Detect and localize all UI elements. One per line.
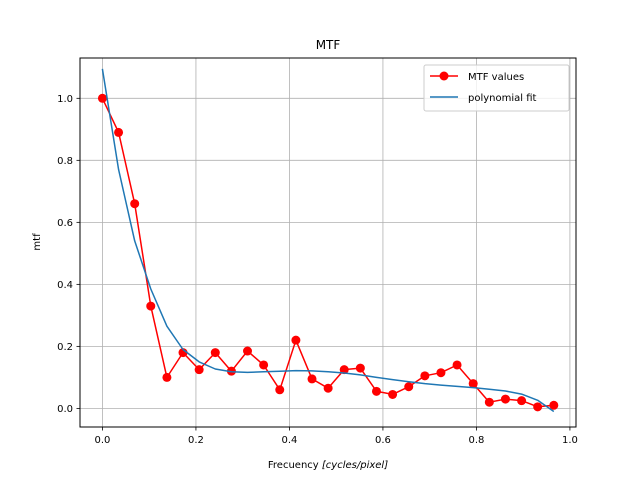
data-point-mtf-values	[97, 93, 107, 103]
y-tick-label: 0.6	[57, 218, 73, 229]
legend: MTF values polynomial fit	[423, 64, 570, 112]
x-tick-label: 0.8	[468, 435, 484, 446]
data-point-mtf-values	[291, 335, 301, 345]
data-point-mtf-values	[468, 379, 478, 389]
data-point-mtf-values	[404, 382, 414, 392]
data-point-mtf-values	[420, 371, 430, 381]
data-point-mtf-values	[339, 365, 349, 375]
y-tick-label: 1.0	[57, 94, 73, 105]
y-axis-ticks: 0.0 0.2 0.4 0.6 0.8 1.0	[57, 94, 80, 415]
x-tick-label: 1.0	[562, 435, 578, 446]
data-point-mtf-values	[194, 365, 204, 375]
data-point-mtf-values	[130, 199, 140, 209]
data-point-mtf-values	[275, 385, 285, 395]
plot-frame	[79, 57, 577, 428]
data-point-mtf-values	[259, 360, 269, 370]
x-tick-label: 0.6	[375, 435, 391, 446]
data-point-mtf-values	[484, 397, 494, 407]
data-point-mtf-values	[500, 394, 510, 404]
y-tick-label: 0.4	[57, 280, 73, 291]
x-tick-label: 0.0	[94, 435, 110, 446]
data-point-mtf-values	[114, 127, 124, 137]
legend-marker-mtf-values	[439, 71, 449, 81]
x-tick-label: 0.2	[188, 435, 204, 446]
grid	[80, 58, 576, 427]
data-point-mtf-values	[371, 386, 381, 396]
series-line-polynomial-fit	[101, 68, 555, 413]
series-layer	[97, 68, 559, 413]
x-axis-ticks: 0.0 0.2 0.4 0.6 0.8 1.0	[94, 427, 578, 446]
data-point-mtf-values	[210, 348, 220, 358]
data-point-mtf-values	[355, 363, 365, 373]
x-axis-label-unit: [cycles/pixel]	[322, 460, 388, 471]
data-point-mtf-values	[533, 402, 543, 412]
y-tick-label: 0.2	[57, 342, 73, 353]
legend-label-polynomial-fit: polynomial fit	[468, 93, 537, 104]
y-tick-label: 0.8	[57, 156, 73, 167]
x-tick-label: 0.4	[281, 435, 297, 446]
x-axis-label-prefix: Frecuency	[268, 460, 322, 471]
y-axis-label: mtf	[32, 233, 43, 251]
data-point-mtf-values	[452, 360, 462, 370]
data-point-mtf-values	[517, 396, 527, 406]
data-point-mtf-values	[162, 372, 172, 382]
data-point-mtf-values	[436, 368, 446, 378]
data-point-mtf-values	[307, 374, 317, 384]
data-point-mtf-values	[323, 383, 333, 393]
legend-box	[423, 64, 570, 112]
legend-label-mtf-values: MTF values	[468, 72, 524, 83]
y-tick-label: 0.0	[57, 404, 73, 415]
data-point-mtf-values	[146, 301, 156, 311]
x-axis-label: Frecuency [cycles/pixel]	[268, 460, 388, 471]
chart-title: MTF	[316, 38, 341, 52]
data-point-mtf-values	[388, 389, 398, 399]
data-point-mtf-values	[242, 346, 252, 356]
data-point-mtf-values	[549, 400, 559, 410]
